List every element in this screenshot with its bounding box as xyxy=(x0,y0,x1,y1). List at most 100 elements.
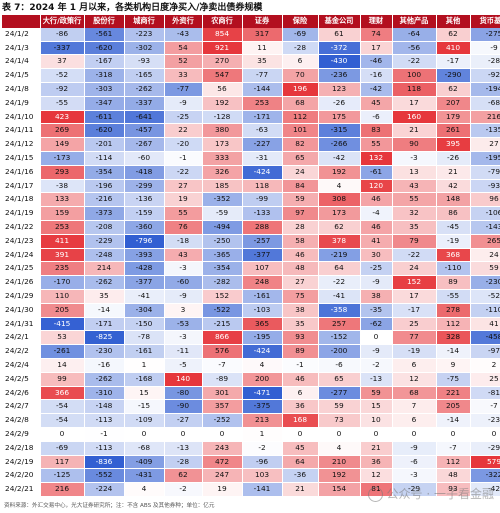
table-cell: -561 xyxy=(84,27,125,42)
row-date: 24/1/4 xyxy=(2,54,41,70)
table-cell: -28 xyxy=(282,41,319,56)
row-date: 24/2/9 xyxy=(2,427,41,442)
table-cell: 0 xyxy=(318,427,361,442)
table-cell: 28 xyxy=(282,220,319,235)
table-cell: -31 xyxy=(242,151,283,166)
table-cell: 82 xyxy=(282,137,319,152)
row-date: 24/2/1 xyxy=(2,330,41,346)
table-cell: 96 xyxy=(470,192,500,208)
table-cell: -60 xyxy=(124,151,165,166)
table-cell: -143 xyxy=(470,220,500,235)
table-cell: 4 xyxy=(124,482,165,497)
table-cell: -93 xyxy=(124,54,165,70)
table-cell: 79 xyxy=(392,234,437,249)
table-cell: -7 xyxy=(436,441,471,456)
table-cell: 101 xyxy=(282,123,319,139)
table-cell: 35 xyxy=(392,220,437,235)
table-cell: -303 xyxy=(84,82,125,97)
table-body: 24/1/2 -86 -561 -223 -43 854 317 -69 61 74 -64 62 -2… xyxy=(2,27,500,497)
table-cell: 48 xyxy=(282,261,319,277)
table-cell: 175 xyxy=(318,110,361,125)
table-cell: -5 xyxy=(164,358,203,373)
table-cell: -2 xyxy=(242,441,283,456)
table-cell: 205 xyxy=(40,303,85,318)
table-cell: -282 xyxy=(202,275,243,290)
table-cell: -89 xyxy=(202,372,243,387)
table-cell: -16 xyxy=(360,68,393,83)
table-cell: -125 xyxy=(40,468,85,484)
table-row: 24/1/31 -415 -171 -150 -53 -215 365 35 257 -62 25 1… xyxy=(2,317,500,332)
table-cell: 48 xyxy=(436,468,471,484)
table-cell: 77 xyxy=(392,330,437,346)
table-cell: 192 xyxy=(318,468,361,484)
table-cell: 547 xyxy=(202,68,243,83)
table-row: 24/1/18 133 -216 -136 19 -352 -99 59 308 46 55 148 9… xyxy=(2,192,500,208)
table-cell: -290 xyxy=(436,68,471,83)
table-cell: -836 xyxy=(84,455,125,470)
table-cell: 0 xyxy=(282,427,319,442)
table-row: 24/2/5 99 -262 -168 140 -89 200 46 65 -13 12 -75 25 xyxy=(2,372,500,387)
table-cell: -377 xyxy=(242,248,283,263)
table-cell: -227 xyxy=(242,137,283,152)
table-cell: 579 xyxy=(470,455,500,470)
header-cell: 其他 xyxy=(436,15,471,28)
table-cell: 0 xyxy=(470,427,500,442)
table-row: 24/1/12 149 -201 -267 -20 173 -227 82 -266 55 90 39… xyxy=(2,137,500,152)
table-cell: 32 xyxy=(392,206,437,221)
table-cell: -38 xyxy=(40,179,85,194)
table-cell: 62 xyxy=(436,82,471,97)
table-cell: 4 xyxy=(242,358,283,373)
table-cell: 4 xyxy=(318,179,361,194)
table-cell: -22 xyxy=(164,165,203,180)
table-cell: -69 xyxy=(40,441,85,456)
table-cell: 43 xyxy=(392,179,437,194)
table-cell: -161 xyxy=(242,289,283,304)
table-cell: -161 xyxy=(124,344,165,359)
table-cell: 378 xyxy=(318,234,361,249)
table-cell: 15 xyxy=(360,399,393,415)
table-cell: -318 xyxy=(84,68,125,83)
table-row: 24/1/10 423 -611 -641 -25 -128 -171 112 175 -6 160… xyxy=(2,110,500,125)
table-cell: -418 xyxy=(124,165,165,180)
table-cell: 42 xyxy=(436,179,471,194)
table-cell: 179 xyxy=(436,110,471,125)
table-cell: -103 xyxy=(242,303,283,318)
table-cell: 107 xyxy=(242,261,283,277)
table-cell: 0 xyxy=(124,427,165,442)
table-cell: -78 xyxy=(124,330,165,346)
table-cell: 45 xyxy=(360,96,393,111)
table-cell: -41 xyxy=(318,289,361,304)
table-cell: -200 xyxy=(318,344,361,359)
table-cell: -195 xyxy=(470,151,500,166)
table-cell: 207 xyxy=(436,96,471,111)
table-cell: -54 xyxy=(40,413,85,428)
table-cell: 216 xyxy=(470,110,500,125)
table-cell: 410 xyxy=(436,41,471,56)
table-cell: 84 xyxy=(282,179,319,194)
table-cell: -302 xyxy=(124,41,165,56)
table-cell: -522 xyxy=(202,303,243,318)
table-cell: -641 xyxy=(124,110,165,125)
table-cell: -424 xyxy=(242,165,283,180)
table-cell: 68 xyxy=(392,386,437,401)
table-cell: 17 xyxy=(392,289,437,304)
table-cell: 1 xyxy=(124,358,165,373)
table-cell: -99 xyxy=(242,192,283,208)
table-cell: -216 xyxy=(84,192,125,208)
table-cell: 213 xyxy=(242,413,283,428)
table-cell: -152 xyxy=(318,330,361,346)
table-row: 24/1/9 -55 -347 -337 -9 192 253 68 -26 45 17 207 -68 xyxy=(2,96,500,111)
table-cell: -354 xyxy=(84,165,125,180)
table-cell: -354 xyxy=(202,261,243,277)
row-date: 24/1/25 xyxy=(2,261,41,277)
row-date: 24/1/31 xyxy=(2,317,41,332)
row-date: 24/2/6 xyxy=(2,386,41,401)
row-date: 24/1/16 xyxy=(2,165,41,180)
table-cell: -424 xyxy=(242,344,283,359)
table-cell: -77 xyxy=(164,82,203,97)
table-cell: 261 xyxy=(436,123,471,139)
row-date: 24/2/5 xyxy=(2,372,41,387)
table-cell: -377 xyxy=(124,275,165,290)
table-cell: 35 xyxy=(242,54,283,70)
table-cell: 423 xyxy=(40,110,85,125)
